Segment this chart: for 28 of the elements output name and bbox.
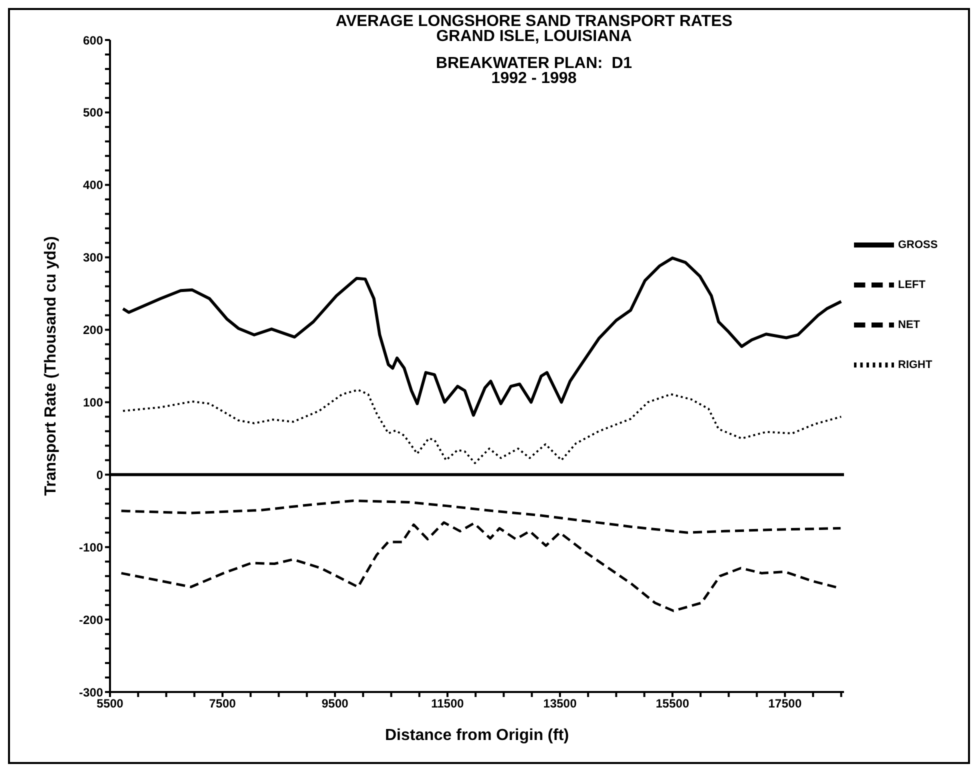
y-tick-label: 300 [82, 250, 104, 265]
line-series [122, 388, 842, 464]
line-series [121, 256, 843, 417]
legend-label: RIGHT [898, 358, 932, 371]
x-tick-label: 15500 [656, 696, 690, 711]
y-tick-label: 600 [82, 33, 104, 48]
y-tick-label: 100 [82, 395, 104, 410]
text: BREAKWATER PLAN: D1 1992 - 1998 [434, 55, 634, 87]
legend-label: LEFT [898, 278, 926, 291]
x-tick-label: 17500 [768, 696, 802, 711]
x-axis-title: Distance from Origin (ft) [384, 727, 570, 744]
x-tick-label: 5500 [96, 696, 124, 711]
y-tick-label: 200 [82, 323, 104, 338]
line-series [120, 499, 842, 534]
y-tick-label: -100 [78, 540, 104, 554]
x-tick-label: 9500 [322, 696, 349, 711]
legend-label: GROSS [898, 238, 938, 251]
legend-label: NET [898, 318, 920, 331]
y-tick-label: -300 [78, 685, 104, 700]
y-tick-label: -200 [78, 612, 104, 627]
y-tick-label: 500 [82, 106, 104, 120]
y-axis-title: Transport Rate (Thousand cu yds) [42, 236, 60, 496]
x-tick-label: 7500 [209, 696, 236, 711]
y-tick-label: 0 [96, 468, 104, 482]
x-tick-label: 11500 [431, 696, 464, 711]
y-tick-label: 400 [82, 178, 104, 192]
chart-title: AVERAGE LONGSHORE SAND TRANSPORT RATES GRAND ISLE, LOUISIANA [334, 13, 734, 45]
x-tick-label: 13500 [543, 696, 577, 711]
